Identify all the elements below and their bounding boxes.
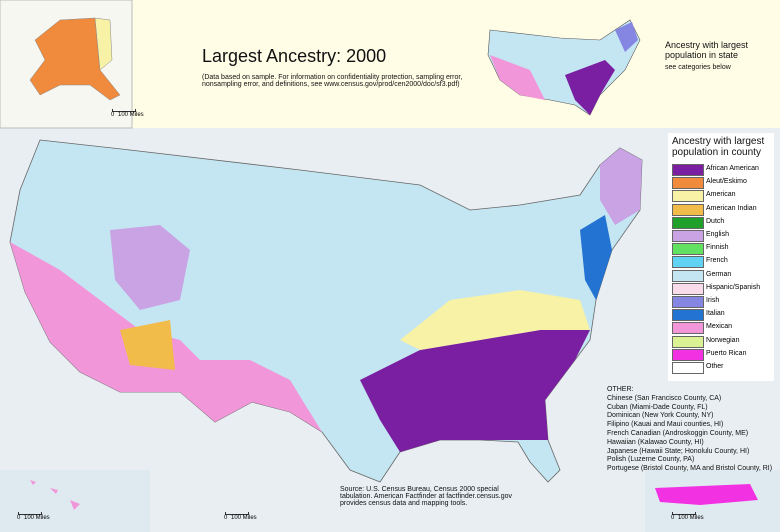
title: Largest Ancestry: 2000 bbox=[202, 46, 387, 66]
legend-label: Dutch bbox=[706, 217, 725, 225]
legend-swatch bbox=[672, 269, 704, 282]
alaska-east bbox=[94, 17, 113, 71]
legend-title: Ancestry with largest population in coun… bbox=[672, 136, 765, 158]
other-item: Hawaiian (Kalawao County, HI) bbox=[607, 438, 704, 446]
legend-swatch bbox=[672, 335, 704, 348]
legend-swatch bbox=[672, 230, 704, 242]
scale-label: 100 Miles bbox=[231, 515, 257, 521]
state-subtitle: see categories below bbox=[665, 64, 731, 71]
region-aa bbox=[360, 330, 590, 452]
other-item: Cuban (Miami-Dade County, FL) bbox=[607, 403, 708, 411]
legend-swatch bbox=[672, 256, 704, 269]
scale-zero: 0 bbox=[671, 515, 675, 521]
other-title: OTHER: bbox=[607, 386, 634, 393]
legend-label: Hispanic/Spanish bbox=[706, 283, 761, 291]
legend-swatch bbox=[672, 322, 704, 335]
legend-label: Italian bbox=[706, 310, 725, 318]
puerto-rico bbox=[655, 484, 758, 505]
scale-label: 100 Miles bbox=[678, 515, 704, 521]
legend-label: English bbox=[706, 231, 729, 238]
legend-label: French bbox=[706, 257, 728, 265]
legend-swatch bbox=[672, 309, 704, 322]
hawaii bbox=[30, 480, 80, 510]
legend-label: Other bbox=[706, 363, 724, 370]
legend-swatch bbox=[672, 216, 704, 229]
legend-swatch bbox=[672, 348, 704, 361]
legend-swatch bbox=[672, 362, 704, 374]
legend-label: Mexican bbox=[706, 323, 733, 331]
legend-swatch bbox=[672, 282, 704, 295]
state-aa bbox=[565, 60, 615, 115]
region-italian bbox=[580, 215, 612, 300]
scale-line bbox=[225, 512, 249, 515]
legend-swatch bbox=[672, 164, 704, 176]
other-item: Portugese (Bristol County, MA and Bristo… bbox=[607, 465, 773, 473]
scale-label: 100 Miles bbox=[118, 112, 144, 118]
other-item: Chinese (San Francisco County, CA) bbox=[607, 394, 722, 402]
legend-swatch bbox=[672, 190, 704, 203]
other-list: OTHER: Chinese (San Francisco County, CA… bbox=[607, 386, 772, 474]
legend-label: American Indian bbox=[706, 204, 757, 212]
scale-line bbox=[18, 512, 42, 515]
region-indian bbox=[120, 320, 175, 370]
legend-label: African American bbox=[706, 165, 759, 172]
legend-label: Finnish bbox=[706, 244, 729, 252]
other-item: French Canadian (Androskoggin County, ME… bbox=[607, 429, 749, 437]
legend-swatch bbox=[672, 296, 704, 308]
legend-label: Irish bbox=[706, 297, 720, 304]
legend-swatch bbox=[672, 177, 704, 190]
state-title: Ancestry with largest population in stat… bbox=[665, 40, 749, 60]
legend-label: American bbox=[706, 191, 736, 199]
legend-swatch bbox=[672, 203, 704, 216]
legend-label: German bbox=[706, 270, 732, 278]
region-american bbox=[400, 290, 590, 350]
source: Source: U.S. Census Bureau, Census 2000 … bbox=[340, 486, 512, 507]
hawaii-inset bbox=[0, 470, 150, 532]
scale-zero: 0 bbox=[224, 515, 228, 521]
scale-zero: 0 bbox=[17, 515, 21, 521]
note: (Data based on sample. For information o… bbox=[202, 74, 463, 88]
other-item: Dominican (New York County, NY) bbox=[607, 412, 714, 420]
state-ne bbox=[615, 22, 638, 52]
region-english bbox=[110, 225, 190, 310]
region-ne bbox=[600, 148, 642, 225]
legend-label: Norwegian bbox=[706, 336, 740, 344]
other-item: Filipino (Kauai and Maui counties, HI) bbox=[607, 421, 724, 429]
other-item: Japanese (Hawaii State; Honolulu County,… bbox=[607, 447, 750, 455]
other-item: Polish (Luzerne County, PA) bbox=[607, 456, 695, 464]
scale-line bbox=[672, 512, 696, 515]
legend-swatch bbox=[672, 243, 704, 256]
legend-label: Aleut/Eskimo bbox=[706, 178, 747, 186]
scale-label: 100 Miles bbox=[24, 515, 50, 521]
scale-zero: 0 bbox=[111, 112, 115, 118]
scale-line bbox=[112, 109, 136, 112]
state-mexican bbox=[490, 55, 545, 100]
legend-label: Puerto Rican bbox=[706, 349, 747, 357]
